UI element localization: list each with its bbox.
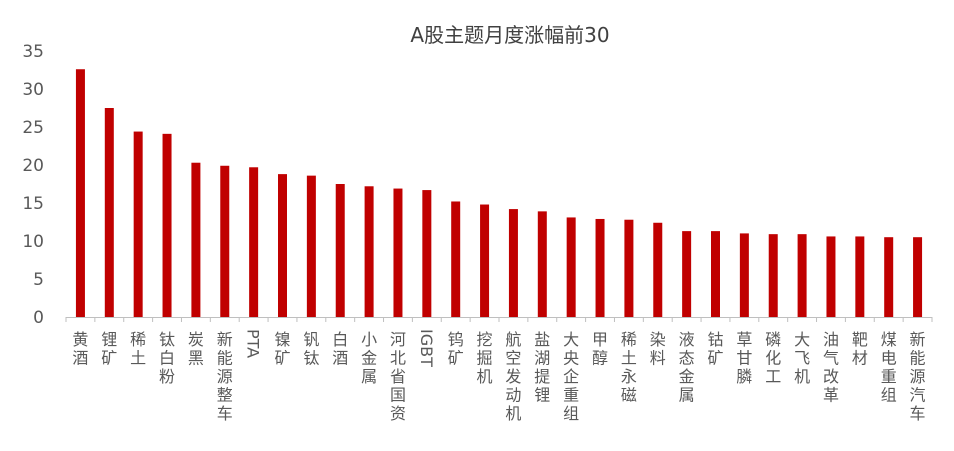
bar	[393, 188, 403, 317]
bars-group	[75, 69, 923, 318]
bar	[797, 234, 807, 317]
chart-title: A股主题月度涨幅前30	[410, 23, 609, 47]
y-tick-label: 0	[33, 308, 44, 328]
bar	[739, 233, 749, 317]
bar	[480, 204, 490, 317]
x-tick-label: 盐湖提锂	[534, 330, 550, 405]
x-tick-label: IGBT	[417, 329, 436, 367]
x-tick-label: 甲醇	[592, 330, 608, 368]
bar	[364, 186, 374, 317]
x-tick-label: 磷化工	[765, 330, 781, 386]
bar	[855, 236, 865, 317]
bar	[768, 234, 778, 317]
bar	[104, 108, 114, 317]
x-tick-label: 草甘膦	[736, 330, 752, 386]
x-tick-label: PTA	[244, 329, 263, 358]
x-tick-label: 靶材	[852, 330, 868, 368]
bar	[335, 184, 345, 317]
x-tick-label: 小金属	[361, 330, 377, 386]
bar	[278, 174, 287, 317]
y-axis: 0 5 10 15 20 25 30 35	[22, 42, 44, 328]
bar	[220, 165, 230, 317]
bar	[306, 175, 316, 317]
bar	[913, 237, 923, 317]
x-tick-label: 钒钛	[303, 330, 319, 368]
x-tick-label: 染料	[650, 330, 666, 368]
bar	[191, 162, 201, 317]
x-tick-label: 河北省国资	[390, 330, 406, 423]
x-tick-label: 大飞机	[794, 330, 810, 386]
bar	[537, 211, 547, 317]
y-tick-label: 10	[22, 232, 44, 252]
bar	[451, 201, 461, 317]
x-tick-label: 锂矿	[101, 330, 117, 368]
bar	[75, 69, 85, 318]
x-tick-label: 白酒	[332, 330, 348, 368]
x-tick-label: 煤电重组	[881, 330, 897, 405]
x-tick-label: 稀土	[130, 330, 146, 368]
bar	[711, 231, 720, 317]
y-tick-label: 5	[33, 270, 44, 290]
bar	[422, 190, 432, 317]
bar	[682, 231, 692, 317]
x-tick-label: 黄酒	[72, 330, 88, 368]
bar	[884, 237, 894, 317]
bar	[133, 131, 143, 317]
x-tick-label: 液态金属	[679, 330, 695, 405]
y-tick-label: 20	[22, 156, 44, 176]
x-tick-label: 航空发动机	[505, 330, 521, 423]
y-tick-label: 35	[22, 42, 44, 62]
x-tick-label: 挖掘机	[477, 330, 493, 386]
bar	[162, 133, 172, 317]
x-tick-label: 大央企重组	[563, 330, 579, 423]
bar	[249, 167, 259, 317]
x-tick-label: 炭黑	[188, 330, 204, 368]
y-tick-label: 25	[22, 118, 44, 138]
bar	[653, 222, 663, 317]
y-tick-label: 30	[22, 80, 44, 100]
bar	[624, 219, 634, 317]
bar	[595, 218, 605, 317]
x-tick-label: 钛白粉	[159, 330, 175, 386]
bar	[566, 217, 576, 317]
x-tick-label: 钴矿	[707, 330, 723, 368]
x-tick-label: 油气改革	[823, 330, 839, 405]
x-tick-label: 钨矿	[448, 330, 464, 368]
bar	[508, 209, 518, 317]
x-tick-label: 镍矿	[274, 330, 290, 368]
bar	[826, 236, 836, 317]
x-tick-label: 新能源整车	[217, 330, 233, 423]
x-tick-label: 新能源汽车	[910, 330, 926, 423]
x-tick-label: 稀土永磁	[621, 330, 637, 405]
y-tick-label: 15	[22, 194, 44, 214]
